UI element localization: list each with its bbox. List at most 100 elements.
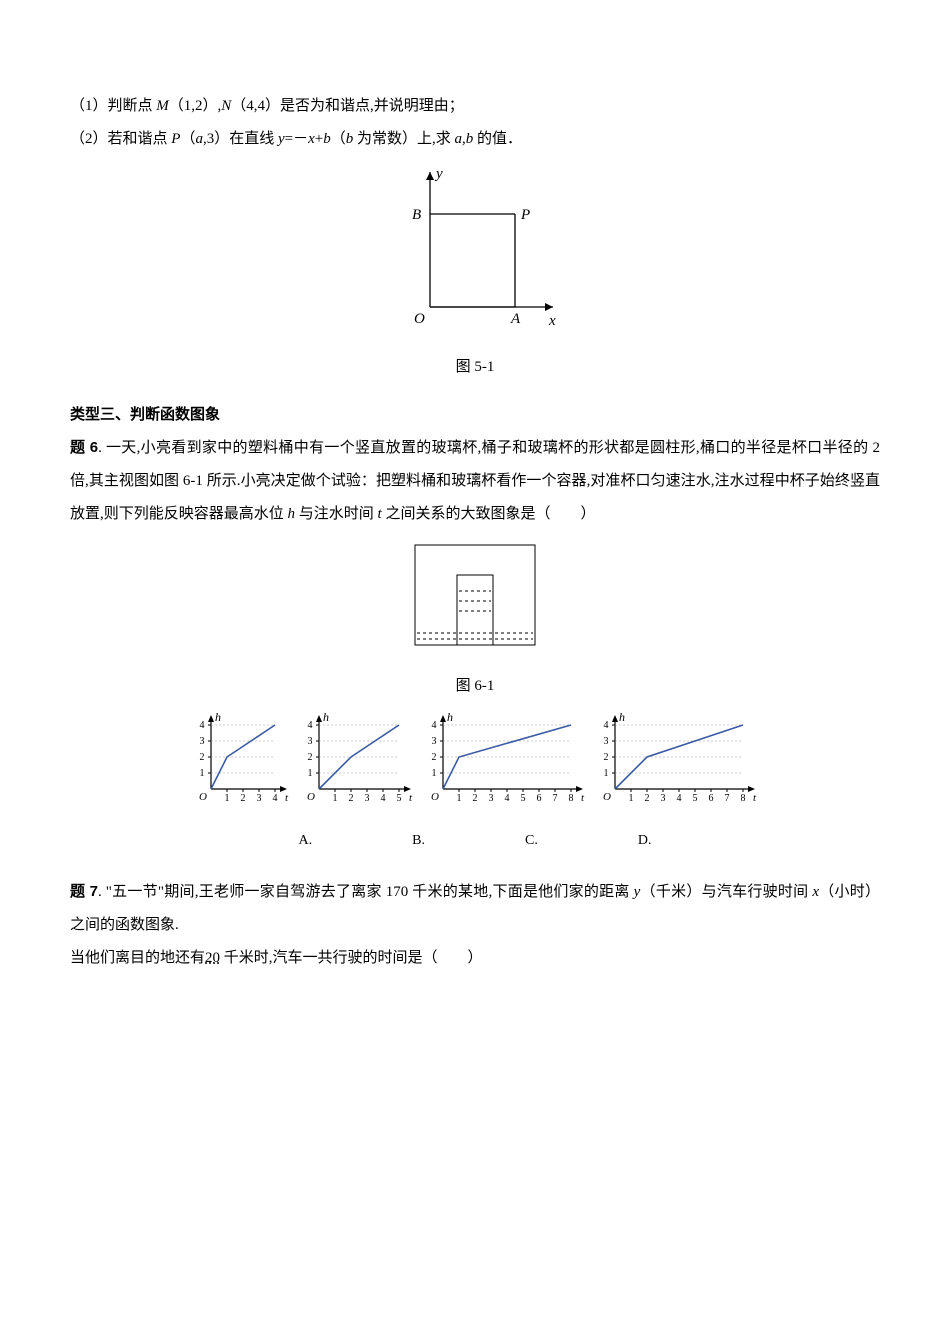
q7-text-2: 当他们离目的地还有20 千米时,汽车一共行驶的时间是（ ） (70, 942, 880, 975)
text: =－ (285, 131, 308, 147)
fig-5-1-label: 图 5-1 (70, 351, 880, 384)
svg-text:1: 1 (308, 768, 313, 779)
text: （2）若和谐点 (70, 131, 171, 147)
svg-text:2: 2 (472, 793, 477, 804)
svg-text:2: 2 (308, 752, 313, 763)
svg-text:3: 3 (200, 736, 205, 747)
text: （4,4）是否为和谐点,并说明理由； (231, 98, 464, 114)
svg-text:4: 4 (603, 720, 608, 731)
option-d-label: D. (638, 826, 652, 857)
text: 当他们离目的地还有 (70, 950, 205, 966)
svg-text:O: O (307, 791, 315, 803)
svg-text:3: 3 (257, 793, 262, 804)
svg-text:x: x (548, 313, 556, 329)
svg-text:1: 1 (603, 768, 608, 779)
svg-text:1: 1 (628, 793, 633, 804)
svg-text:t: t (409, 792, 413, 804)
chart-option-d: 123412345678Oht (593, 711, 761, 807)
var-b: b (323, 131, 331, 147)
var-N: N (221, 98, 231, 114)
svg-text:y: y (434, 166, 443, 182)
q5-part2: （2）若和谐点 P（a,3）在直线 y=－x+b（b 为常数）上,求 a,b 的… (70, 123, 880, 156)
figure-6-1 (70, 541, 880, 664)
svg-text:3: 3 (365, 793, 370, 804)
svg-text:2: 2 (349, 793, 354, 804)
svg-text:3: 3 (660, 793, 665, 804)
svg-text:h: h (323, 711, 329, 724)
text: . "五一节"期间,王老师一家自驾游去了离家 170 千米的某地,下面是他们家的… (98, 884, 634, 900)
option-b-label: B. (412, 826, 425, 857)
svg-text:2: 2 (200, 752, 205, 763)
svg-text:5: 5 (692, 793, 697, 804)
text-dotted: 20 (205, 950, 220, 966)
svg-text:4: 4 (273, 793, 278, 804)
svg-text:4: 4 (504, 793, 509, 804)
chart-option-a: 12341234Oht (189, 711, 293, 807)
text: ,3）在直线 (203, 131, 278, 147)
svg-text:2: 2 (603, 752, 608, 763)
svg-text:t: t (753, 792, 757, 804)
section-3-heading: 类型三、判断函数图象 (70, 398, 880, 431)
q6-options-row: 12341234Oht 123412345Oht 123412345678Oht… (70, 711, 880, 820)
svg-text:O: O (414, 311, 425, 327)
svg-text:7: 7 (552, 793, 557, 804)
text: （ (331, 131, 346, 147)
svg-text:2: 2 (241, 793, 246, 804)
text: （千米）与汽车行驶时间 (640, 884, 812, 900)
svg-text:1: 1 (225, 793, 230, 804)
fig-6-1-label: 图 6-1 (70, 670, 880, 703)
svg-text:5: 5 (520, 793, 525, 804)
text: 之间关系的大致图象是（ ） (382, 506, 596, 522)
svg-text:t: t (581, 792, 585, 804)
svg-text:h: h (215, 711, 221, 724)
var-x: x (812, 884, 819, 900)
svg-text:4: 4 (200, 720, 205, 731)
q7-text: 题 7. "五一节"期间,王老师一家自驾游去了离家 170 千米的某地,下面是他… (70, 875, 880, 942)
svg-text:t: t (285, 792, 289, 804)
svg-text:1: 1 (431, 768, 436, 779)
svg-text:1: 1 (200, 768, 205, 779)
var-h: h (288, 506, 296, 522)
svg-text:4: 4 (381, 793, 386, 804)
figure-5-1: y x B P O A (70, 162, 880, 345)
text: 千米时,汽车一共行驶的时间是（ ） (220, 950, 483, 966)
svg-text:2: 2 (644, 793, 649, 804)
svg-text:A: A (510, 311, 521, 327)
svg-text:O: O (603, 791, 611, 803)
svg-text:O: O (199, 791, 207, 803)
option-a-label: A. (299, 826, 313, 857)
var-y: y (278, 131, 285, 147)
svg-text:P: P (520, 207, 530, 223)
svg-text:4: 4 (676, 793, 681, 804)
svg-text:6: 6 (536, 793, 541, 804)
svg-text:h: h (619, 711, 625, 724)
var-a: a (455, 131, 463, 147)
svg-text:7: 7 (724, 793, 729, 804)
svg-text:h: h (447, 711, 453, 724)
q7-prefix: 题 7 (70, 883, 98, 900)
svg-text:6: 6 (708, 793, 713, 804)
svg-text:3: 3 (488, 793, 493, 804)
svg-text:5: 5 (397, 793, 402, 804)
svg-text:1: 1 (456, 793, 461, 804)
chart-option-b: 123412345Oht (297, 711, 417, 807)
svg-text:B: B (412, 207, 421, 223)
var-a: a (195, 131, 203, 147)
text: （ (180, 131, 195, 147)
fig-5-1-svg: y x B P O A (385, 162, 565, 332)
text: 与注水时间 (295, 506, 378, 522)
text: （1,2）, (169, 98, 222, 114)
chart-option-c: 123412345678Oht (421, 711, 589, 807)
fig-6-1-svg (405, 541, 545, 651)
var-x: x (308, 131, 315, 147)
q6-option-labels: A. B. C. D. (70, 826, 880, 857)
svg-text:3: 3 (603, 736, 608, 747)
svg-text:3: 3 (308, 736, 313, 747)
svg-text:O: O (431, 791, 439, 803)
q6-text: 题 6. 一天,小亮看到家中的塑料桶中有一个竖直放置的玻璃杯,桶子和玻璃杯的形状… (70, 431, 880, 531)
svg-text:3: 3 (431, 736, 436, 747)
text: 的值． (473, 131, 522, 147)
svg-text:4: 4 (308, 720, 313, 731)
option-c-label: C. (525, 826, 538, 857)
text: + (315, 131, 323, 147)
